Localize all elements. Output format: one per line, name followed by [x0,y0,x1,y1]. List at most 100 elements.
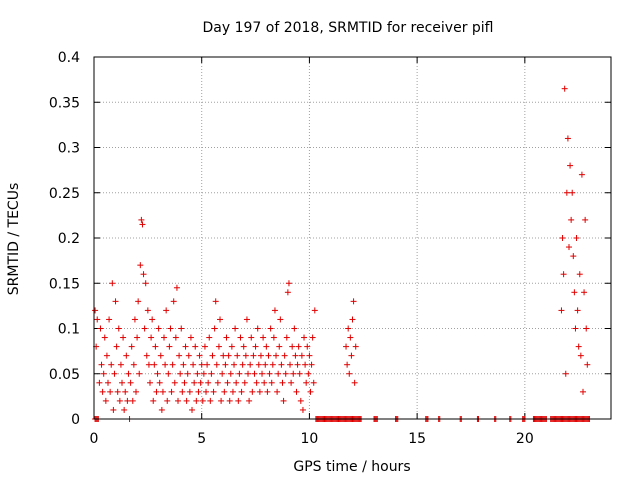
x-tick-label: 20 [516,431,534,447]
data-point [276,343,283,350]
data-point [120,334,127,341]
data-point [224,379,231,386]
data-point [112,298,119,305]
data-point [191,379,198,386]
data-point [218,397,225,404]
data-point [127,379,134,386]
data-point [229,388,236,395]
data-point [130,361,137,368]
data-point [567,162,574,169]
data-point [259,370,266,377]
data-point [159,388,166,395]
data-point [287,361,294,368]
data-point [269,361,276,368]
data-point [298,352,305,359]
data-point [184,370,191,377]
data-point [235,397,242,404]
data-point [310,379,317,386]
data-point [122,388,129,395]
data-point [581,289,588,296]
data-point [351,379,358,386]
y-tick-label: 0.25 [49,186,80,202]
data-point [149,316,156,323]
data-point [262,361,269,368]
data-point [171,379,178,386]
data-point [180,361,187,368]
data-point [140,271,147,278]
data-point [123,352,130,359]
data-point [144,307,151,314]
data-point [571,289,578,296]
data-point [175,397,182,404]
data-point [165,370,172,377]
data-point [295,343,302,350]
data-point [190,361,197,368]
data-point [221,388,228,395]
data-point [250,352,257,359]
data-point [125,370,132,377]
data-point [297,397,304,404]
data-point [296,370,303,377]
data-point [233,379,240,386]
data-point [249,388,256,395]
data-point [220,352,227,359]
data-point [274,388,281,395]
data-point [158,406,165,413]
data-point [205,379,212,386]
data-point [280,397,287,404]
data-point [343,343,350,350]
data-point [232,325,239,332]
data-point [574,307,581,314]
data-point [133,388,140,395]
data-point [139,221,146,228]
data-point [107,388,114,395]
data-point [576,271,583,278]
data-point [347,334,354,341]
data-point [560,271,567,278]
x-tick-label: 0 [90,431,99,447]
data-point [173,284,180,291]
data-point [147,379,154,386]
data-point [255,361,262,368]
data-point [311,307,318,314]
data-point [143,352,150,359]
data-point [137,262,144,269]
data-point [135,298,142,305]
data-point [101,334,108,341]
data-point [284,289,291,296]
grid-lines [94,57,611,419]
data-point [568,216,575,223]
x-tick-label: 15 [408,431,426,447]
data-point [115,325,122,332]
data-point [195,388,202,395]
data-point [128,343,135,350]
data-point [307,388,314,395]
data-point [289,343,296,350]
data-point [282,370,289,377]
data-point [198,361,205,368]
data-point [252,343,259,350]
data-point [151,361,158,368]
data-point [584,361,591,368]
data-point [565,244,572,251]
data-point [309,334,316,341]
data-point [116,397,123,404]
data-point [199,397,206,404]
data-point [239,361,246,368]
data-point [204,361,211,368]
data-point [251,370,258,377]
data-point [206,334,213,341]
data-point [303,379,310,386]
data-point [219,370,226,377]
data-point [111,370,118,377]
data-point [223,334,230,341]
data-point [177,370,184,377]
y-tick-label: 0.05 [49,367,80,383]
data-point [575,343,582,350]
data-point [148,334,155,341]
data-point [163,307,170,314]
data-point [172,334,179,341]
data-point [178,325,185,332]
data-point [92,307,99,314]
